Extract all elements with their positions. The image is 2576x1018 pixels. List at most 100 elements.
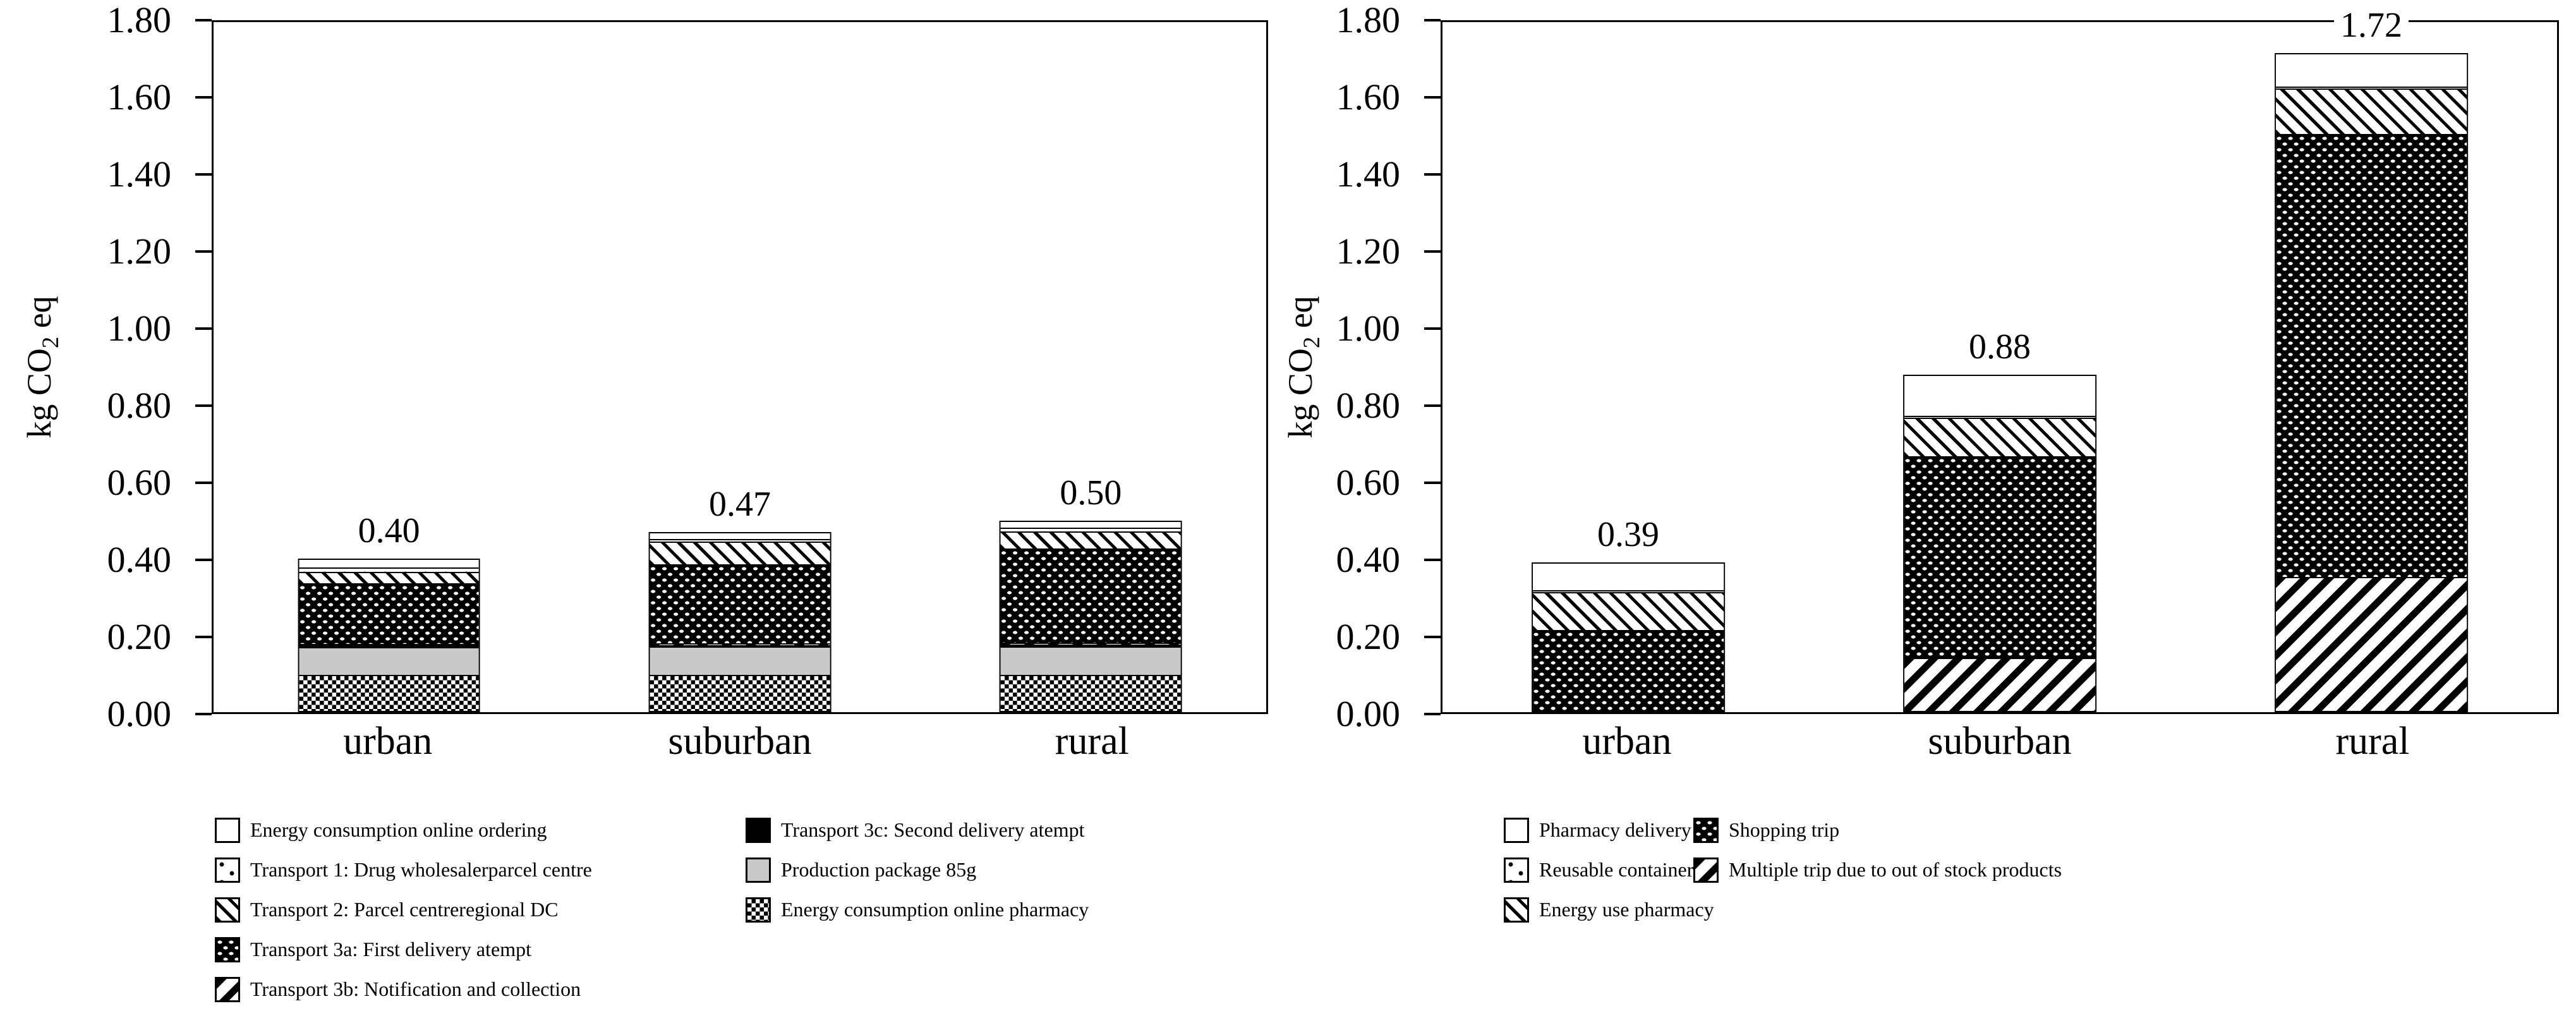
category-label: rural	[1055, 720, 1129, 763]
legend-item: Energy consumption online ordering	[215, 810, 746, 850]
y-tick-mark	[195, 19, 212, 21]
legend-label: Energy consumption online ordering	[250, 818, 547, 841]
bar-segment	[650, 645, 830, 647]
stacked-bar-suburban	[648, 531, 831, 712]
category-label: urban	[1582, 720, 1672, 763]
bar-slot: 0.39	[1442, 22, 1814, 712]
legend-label: Transport 3b: Notification and collectio…	[250, 977, 581, 1000]
plot-area: 0.40 0.47 0.50	[212, 20, 1268, 714]
y-tick-label: 1.60	[107, 76, 172, 118]
y-tick-mark	[1424, 482, 1441, 484]
x-axis-labels: urban suburban rural	[1441, 722, 2559, 761]
bar-segment	[1904, 418, 2095, 456]
bar-segment	[1904, 376, 2095, 416]
legend-swatch	[746, 857, 771, 883]
y-tick: 0.00	[107, 696, 212, 732]
legend-item: Production package 85g	[746, 850, 1089, 890]
bar-total-label: 1.72	[2334, 7, 2409, 43]
bar-segment	[650, 533, 830, 539]
stacked-bar-urban	[298, 559, 481, 712]
y-tick-label: 0.00	[107, 693, 172, 734]
bar-segment	[299, 643, 480, 646]
bar-segment	[299, 583, 480, 644]
category-label: rural	[2335, 720, 2410, 763]
y-tick-mark	[195, 96, 212, 99]
legend-item: Transport 3c: Second delivery atempt	[746, 810, 1089, 850]
bar-segment	[299, 646, 480, 676]
y-tick-label: 0.20	[107, 616, 172, 657]
bar-segment	[1000, 531, 1181, 548]
y-tick: 1.80	[1336, 2, 1441, 39]
bar-segment	[1000, 548, 1181, 643]
legend-swatch	[215, 976, 240, 1002]
legend-label: Energy consumption online pharmacy	[781, 897, 1089, 921]
bar-segment	[299, 675, 480, 711]
y-tick-label: 0.80	[107, 385, 172, 426]
bar-segment	[650, 538, 830, 542]
traditional-pharmacy-chart: kg CO2 eq 0.00 0.20 0.40 0.60 0.80 1.00 1.20 1.…	[1270, 0, 2576, 1018]
legend-item: Shopping trip	[1693, 810, 2062, 850]
y-tick-mark	[195, 173, 212, 176]
y-tick-label: 0.40	[1336, 539, 1401, 580]
bar-segment	[2276, 54, 2467, 87]
y-tick-label: 0.80	[1336, 385, 1401, 426]
y-tick-mark	[1424, 713, 1441, 715]
legend-swatch	[215, 817, 240, 843]
y-tick-label: 1.00	[1336, 308, 1401, 349]
bar-segment	[1000, 527, 1181, 531]
legend-swatch	[1504, 857, 1529, 883]
bar-segment	[1000, 521, 1181, 528]
y-tick: 1.80	[107, 2, 212, 39]
bar-slot: 0.50	[916, 22, 1266, 712]
bar-segment	[2276, 134, 2467, 578]
legend-item: Pharmacy delivery	[1504, 810, 1693, 850]
legend-label: Transport 2: Parcel centreregional DC	[250, 897, 559, 921]
y-axis: 0.00 0.20 0.40 0.60 0.80 1.00 1.20 1.40 1.60 1.80	[1314, 2, 1441, 732]
y-axis: 0.00 0.20 0.40 0.60 0.80 1.00 1.20 1.40 1.60 1.80	[0, 2, 212, 732]
legend-column: Pharmacy delivery Reusable containers Ener…	[1504, 810, 1714, 930]
stacked-bar-rural	[999, 520, 1182, 712]
bar-segment	[1533, 590, 1724, 593]
bar-segment	[650, 564, 830, 644]
y-tick-label: 1.00	[107, 308, 172, 349]
legend-item: Transport 1: Drug wholesalerparcel centr…	[215, 850, 746, 890]
online-pharmacy-chart: kg CO2 eq 0.00 0.20 0.40 0.60 0.80 1.00 1.20 1.…	[0, 0, 1270, 1018]
y-tick: 0.40	[1336, 542, 1441, 578]
category-label: urban	[343, 720, 433, 763]
bar-total-label: 0.50	[1053, 475, 1128, 511]
legend-label: Shopping trip	[1729, 818, 1840, 841]
legend-label: Transport 3a: First delivery atempt	[250, 937, 531, 960]
y-tick-mark	[1424, 404, 1441, 407]
legend-label: Reusable containers	[1539, 857, 1702, 881]
y-tick-label: 0.60	[1336, 462, 1401, 503]
legend-swatch	[746, 817, 771, 843]
y-tick: 1.40	[1336, 156, 1441, 193]
y-tick-label: 1.20	[1336, 231, 1401, 272]
y-tick: 1.60	[107, 79, 212, 116]
y-tick: 1.40	[107, 156, 212, 193]
y-tick: 1.00	[107, 310, 212, 347]
bar-segment	[2276, 88, 2467, 135]
legend-swatch	[1693, 817, 1719, 843]
bar-segment	[2276, 577, 2467, 711]
legend-swatch	[1504, 817, 1529, 843]
legend-column: Energy consumption online ordering Transp…	[215, 810, 746, 1009]
y-tick-mark	[1424, 327, 1441, 330]
bar-slot: 0.47	[564, 22, 915, 712]
y-tick-label: 1.60	[1336, 76, 1401, 118]
legend-item: Energy consumption online pharmacy	[746, 890, 1089, 930]
bar-segment	[2276, 86, 2467, 88]
bar-segment	[1533, 564, 1724, 591]
y-tick-label: 0.40	[107, 539, 172, 580]
y-tick-mark	[1424, 19, 1441, 21]
stacked-bar-suburban	[1903, 375, 2096, 712]
y-tick-mark	[195, 559, 212, 561]
bar-segment	[299, 572, 480, 584]
bar-segment	[299, 567, 480, 573]
y-tick-mark	[195, 713, 212, 715]
bar-total-label: 0.47	[702, 486, 777, 522]
legend: Pharmacy delivery Reusable containers Ener…	[1504, 810, 2062, 930]
y-tick-mark	[195, 404, 212, 407]
y-tick-label: 1.40	[107, 154, 172, 195]
